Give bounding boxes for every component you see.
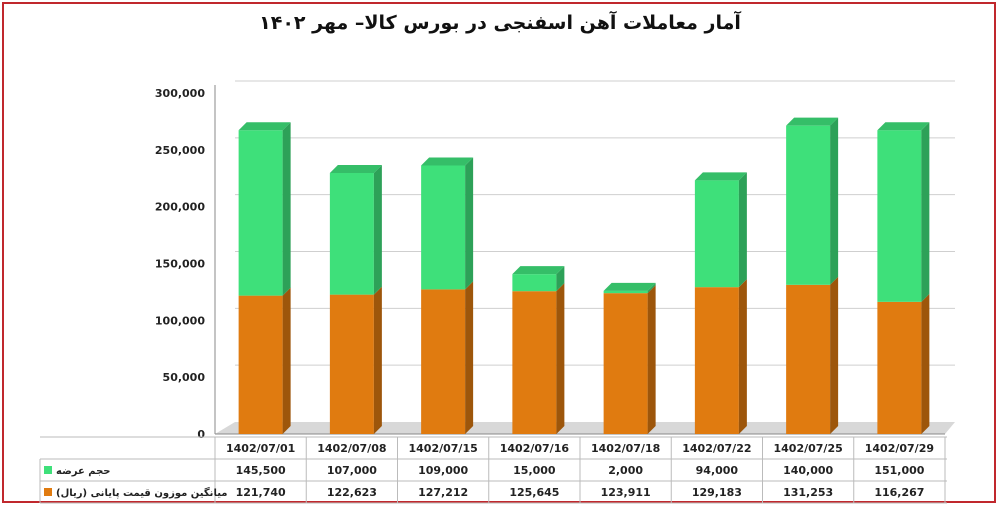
bar-bottom-side: [556, 283, 565, 434]
table-cell-volume: 2,000: [608, 464, 643, 477]
x-category-label: 1402/07/29: [865, 442, 934, 455]
y-tick-label: 50,000: [163, 371, 206, 384]
bar-bottom-segment: [877, 301, 922, 434]
bar-bottom-side: [830, 276, 839, 434]
y-tick-label: 100,000: [155, 314, 205, 327]
bar-bottom-segment: [238, 295, 283, 434]
table-cell-volume: 94,000: [696, 464, 739, 477]
table-cell-price: 131,253: [783, 486, 833, 499]
bar-top-side: [282, 122, 291, 296]
bar-bottom-segment: [421, 289, 466, 434]
y-tick-label: 200,000: [155, 201, 205, 214]
bar-bottom-side: [282, 287, 291, 434]
bar-top-segment: [238, 130, 283, 296]
bar-bottom-segment: [603, 293, 648, 434]
bar-top-segment: [603, 290, 648, 294]
x-category-label: 1402/07/15: [408, 442, 477, 455]
bar-top-side: [465, 157, 474, 290]
bar-bottom-side: [465, 281, 474, 434]
chart-floor: [215, 422, 955, 434]
bar-top-cap: [512, 266, 565, 275]
bar-top-side: [647, 282, 656, 294]
legend-label-price: میانگین موزون قیمت پایانی (ریال): [56, 486, 227, 499]
legend-key-volume: [44, 466, 52, 474]
table-cell-volume: 109,000: [418, 464, 468, 477]
bar-bottom-segment: [694, 287, 739, 434]
y-tick-label: 250,000: [155, 144, 205, 157]
table-cell-volume: 107,000: [327, 464, 377, 477]
bar-bottom-side: [921, 293, 930, 434]
x-category-label: 1402/07/16: [500, 442, 570, 455]
table-cell-price: 121,740: [236, 486, 286, 499]
bar-bottom-side: [738, 279, 747, 434]
y-tick-label: 300,000: [155, 87, 205, 100]
bar-top-cap: [603, 282, 656, 291]
bar-top-side: [738, 172, 747, 288]
bar-top-segment: [421, 165, 466, 290]
table-cell-price: 123,911: [601, 486, 651, 499]
bar-top-cap: [877, 122, 930, 131]
x-category-label: 1402/07/25: [773, 442, 842, 455]
table-cell-price: 116,267: [874, 486, 924, 499]
table-cell-volume: 15,000: [513, 464, 556, 477]
bar-top-segment: [329, 172, 374, 295]
bar-bottom-segment: [512, 291, 557, 434]
bar-top-cap: [238, 122, 291, 131]
table-cell-price: 125,645: [509, 486, 559, 499]
x-category-label: 1402/07/22: [682, 442, 751, 455]
bar-bottom-side: [647, 285, 656, 434]
bar-bottom-segment: [329, 294, 374, 434]
table-cell-volume: 151,000: [874, 464, 924, 477]
x-category-label: 1402/07/01: [226, 442, 295, 455]
bar-top-segment: [512, 274, 557, 292]
chart-title: آمار معاملات آهن اسفنجی در بورس کالا– مه…: [259, 12, 741, 34]
bar-bottom-segment: [786, 284, 831, 434]
y-tick-label: 0: [197, 428, 205, 441]
bar-top-cap: [329, 164, 382, 173]
x-category-label: 1402/07/08: [317, 442, 386, 455]
table-cell-price: 127,212: [418, 486, 468, 499]
bar-top-segment: [786, 125, 831, 285]
bar-bottom-side: [373, 286, 382, 434]
bar-top-segment: [877, 130, 922, 302]
bar-top-side: [373, 164, 382, 295]
table-cell-price: 129,183: [692, 486, 742, 499]
bar-top-cap: [421, 157, 474, 166]
bar-top-side: [830, 117, 839, 285]
table-cell-volume: 145,500: [236, 464, 286, 477]
bar-top-side: [921, 122, 930, 302]
x-category-label: 1402/07/18: [591, 442, 660, 455]
bar-top-segment: [694, 180, 739, 288]
table-cell-price: 122,623: [327, 486, 377, 499]
bar-top-cap: [694, 172, 747, 181]
y-tick-label: 150,000: [155, 258, 205, 271]
legend-label-volume: حجم عرضه: [56, 466, 111, 477]
bar-top-cap: [786, 117, 839, 126]
table-cell-volume: 140,000: [783, 464, 833, 477]
legend-key-price: [44, 488, 52, 496]
bar-top-side: [556, 266, 565, 292]
